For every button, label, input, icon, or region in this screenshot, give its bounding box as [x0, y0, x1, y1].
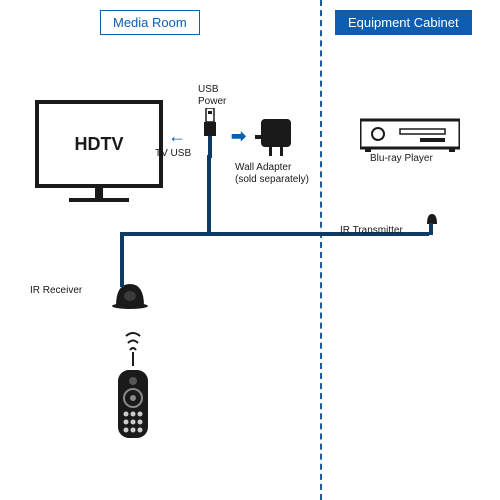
tv-screen: HDTV	[35, 100, 163, 188]
ir-receiver-icon	[110, 280, 150, 315]
remote-control-icon	[118, 370, 148, 443]
arrow-to-tv: ←	[168, 126, 186, 147]
media-room-label: Media Room	[100, 10, 200, 35]
tv-base	[69, 198, 129, 202]
hdtv-icon: HDTV	[35, 100, 163, 202]
tv-text: HDTV	[75, 134, 124, 155]
usb-power-label: USBPower	[198, 84, 226, 108]
wall-adapter-label: Wall Adapter(sold separately)	[235, 162, 309, 186]
bluray-player-icon	[360, 112, 460, 157]
cable-usb-down	[207, 155, 211, 235]
ir-transmitter-label: IR Transmitter	[340, 225, 403, 237]
section-divider	[320, 0, 322, 500]
bluray-label: Blu-ray Player	[370, 153, 433, 165]
ir-receiver-label: IR Receiver	[30, 285, 82, 297]
cable-transmitter-vertical	[429, 223, 433, 235]
wall-adapter-icon	[255, 119, 297, 164]
arrow-to-wall: ➡	[231, 126, 246, 147]
ir-signal-icon	[123, 330, 143, 371]
tv-usb-label: TV USB	[155, 148, 191, 160]
equipment-cabinet-label: Equipment Cabinet	[335, 10, 472, 35]
tv-stand	[95, 188, 103, 198]
cable-receiver-vertical	[120, 232, 124, 287]
